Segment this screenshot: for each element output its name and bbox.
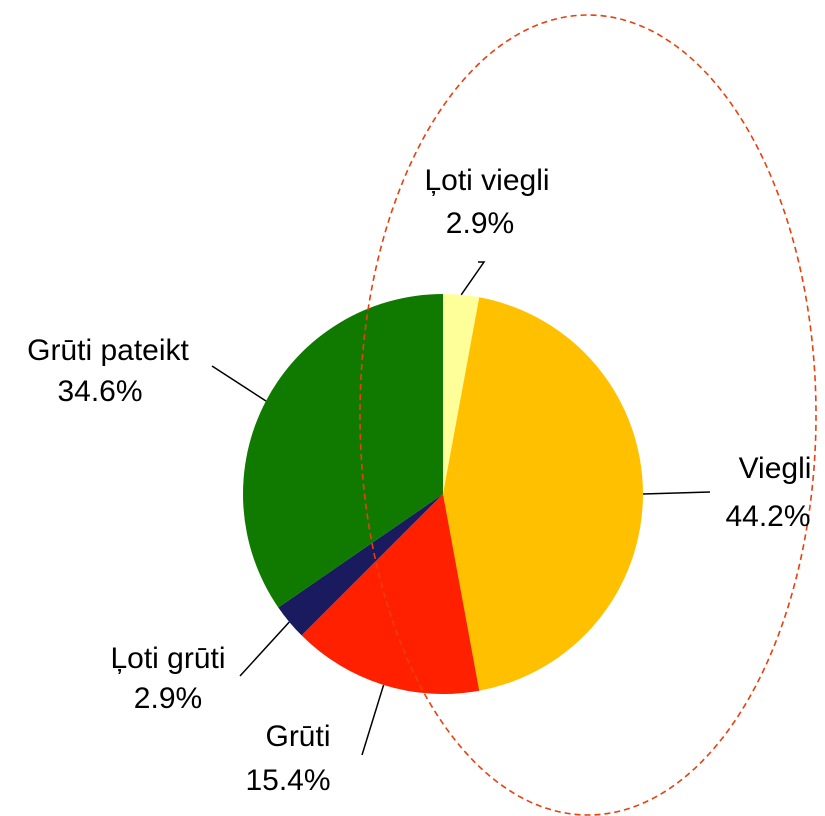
leader-line [642, 491, 711, 495]
highlight-ellipse [359, 14, 817, 816]
pie-slice [443, 297, 643, 691]
slice-value-label: 15.4% [245, 764, 330, 797]
slice-label: Ļoti grūti [110, 642, 225, 675]
pie-slice [243, 294, 443, 608]
slice-label: Grūti [265, 720, 330, 753]
leader-line [460, 261, 486, 296]
slice-value-label: 2.9% [134, 682, 202, 715]
leader-line [239, 621, 290, 677]
pie-slice [278, 494, 443, 636]
slice-label: Grūti pateikt [27, 334, 189, 367]
slice-label: Ļoti viegli [424, 164, 549, 197]
slice-value-label: 34.6% [57, 375, 142, 408]
pie-slice [301, 494, 480, 694]
slice-label: Viegli [739, 452, 812, 485]
slice-value-label: 44.2% [725, 500, 810, 533]
pie-slice [443, 294, 480, 494]
leader-line [211, 365, 267, 402]
leader-line [361, 684, 385, 756]
slice-value-label: 2.9% [446, 207, 514, 240]
